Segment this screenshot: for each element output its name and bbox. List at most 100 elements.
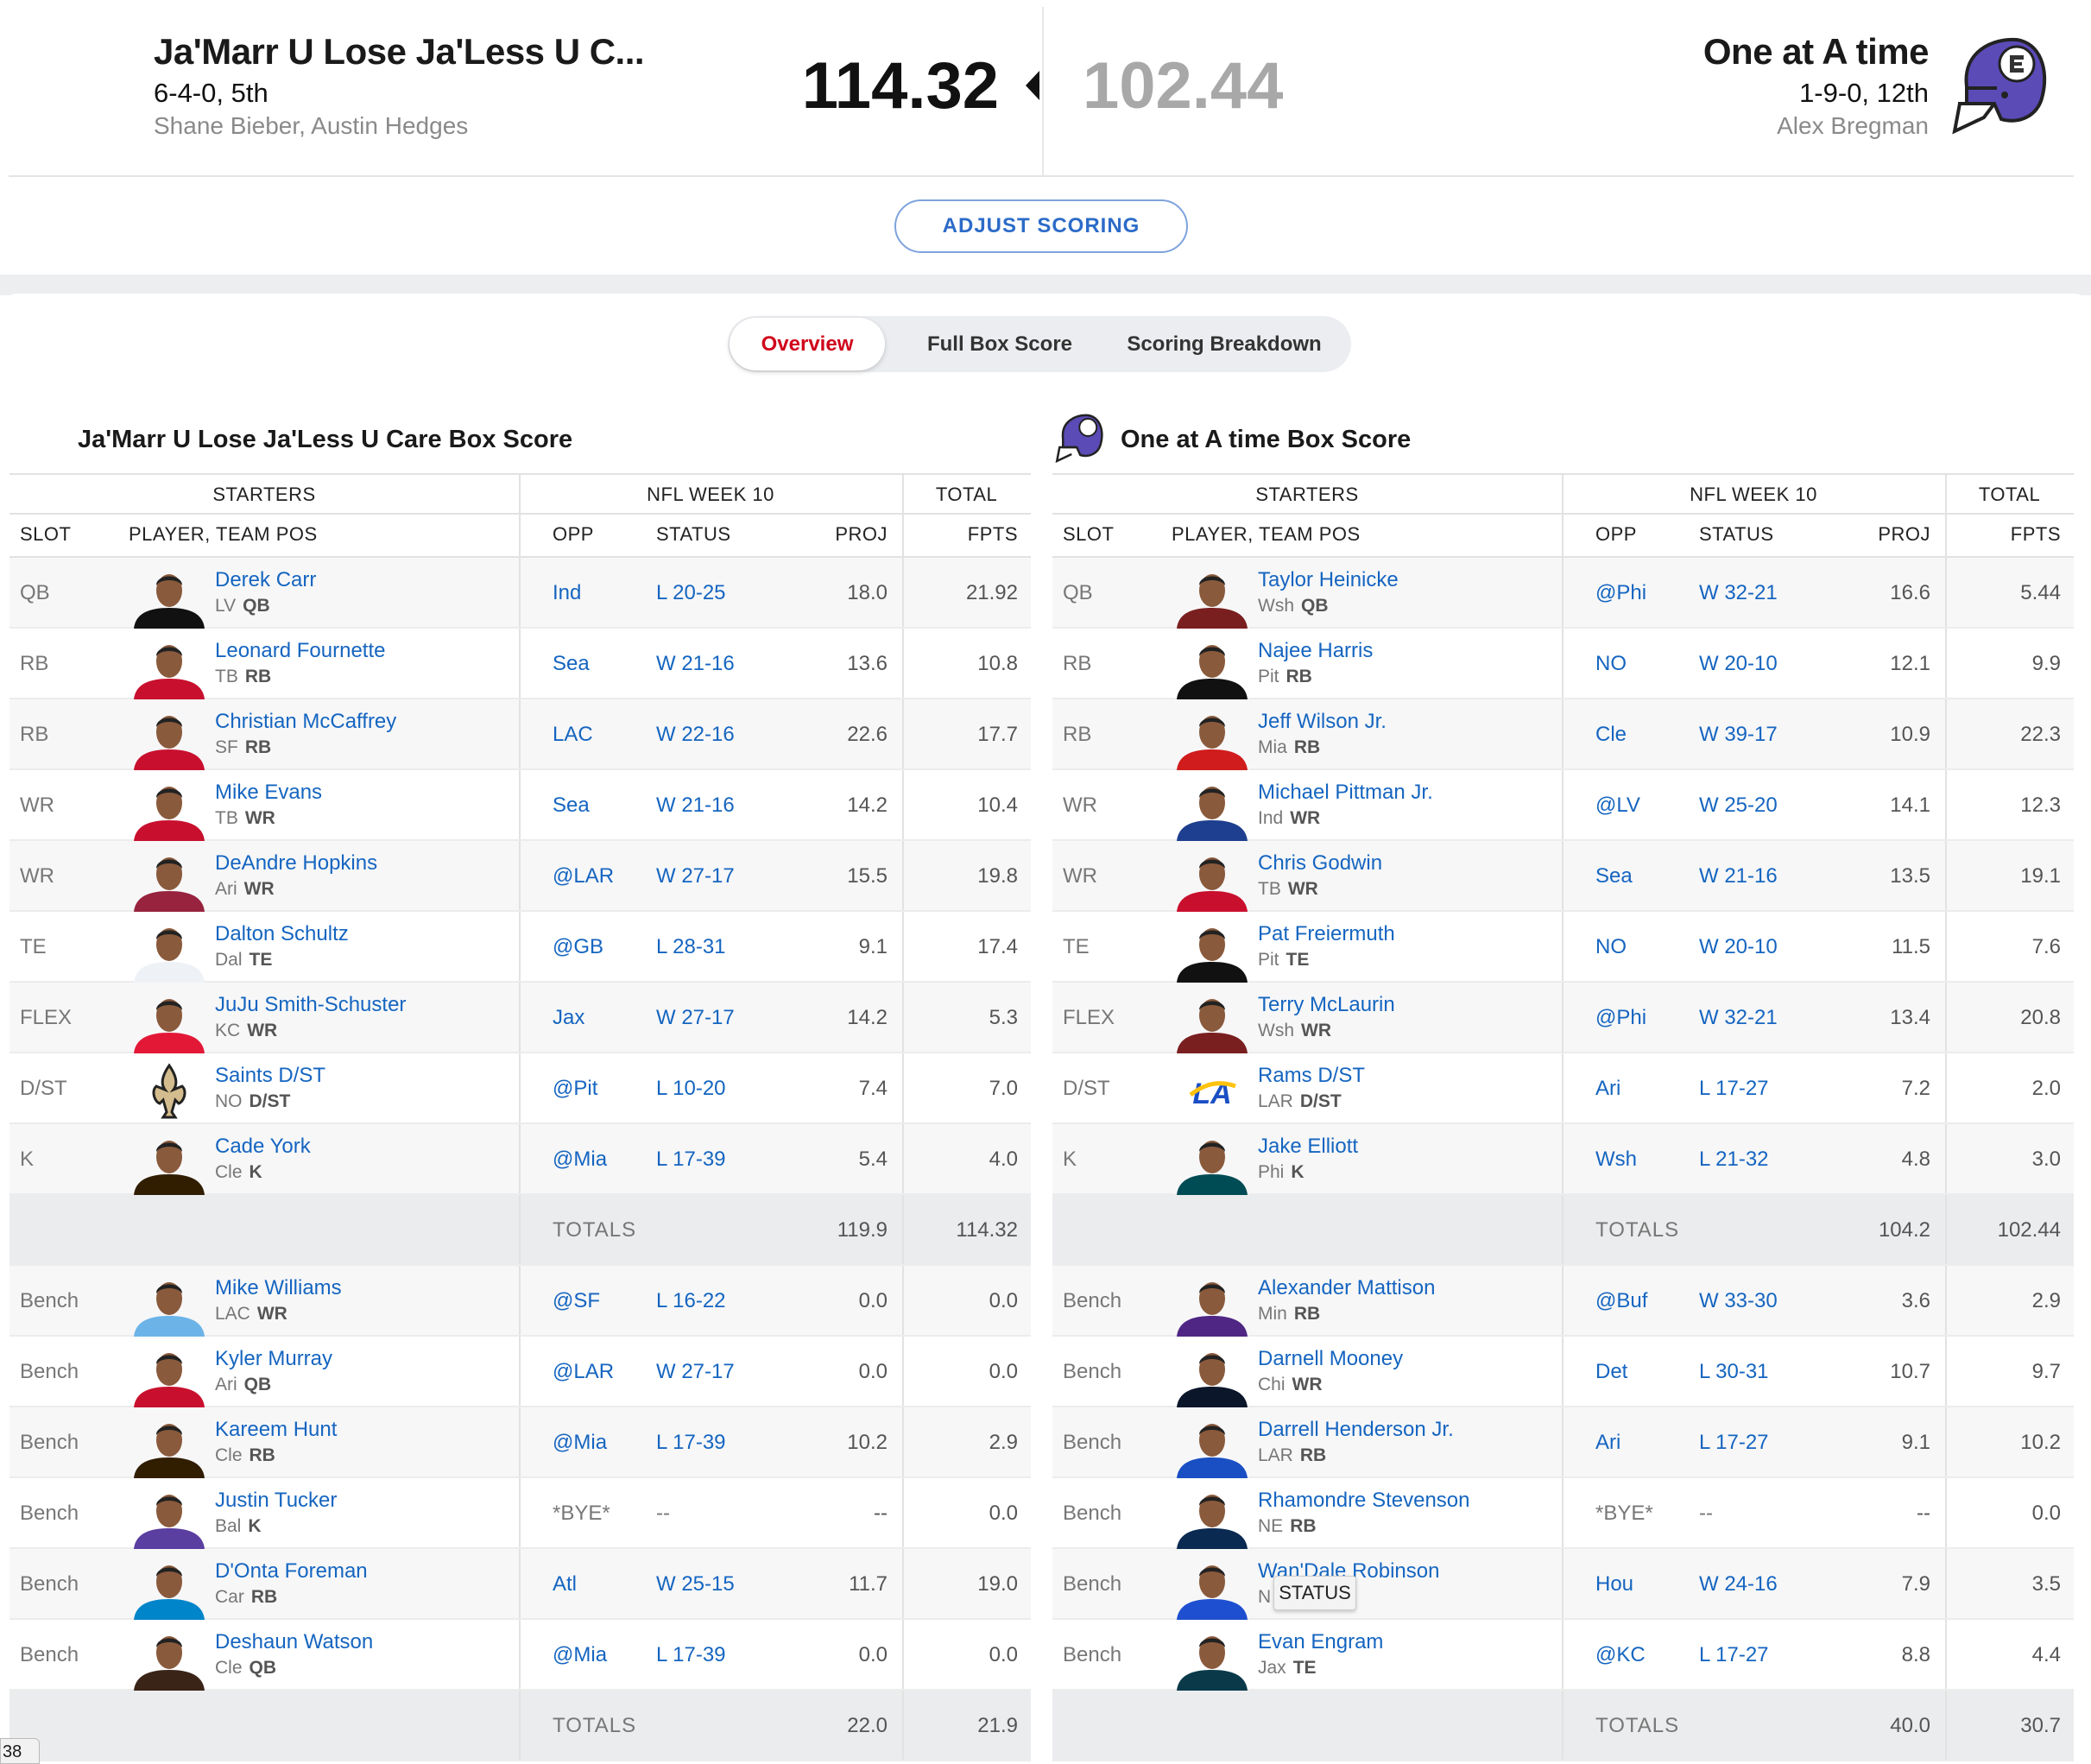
away-team-name[interactable]: One at A time [1702,31,1930,72]
player-name-link[interactable]: Chris Godwin [1258,851,1383,875]
game-status-link[interactable]: L 30-31 [1699,1360,1769,1383]
game-status-link[interactable]: L 16-22 [656,1289,726,1312]
fpts-total: 114.32 [956,1218,1018,1242]
player-name-link[interactable]: Michael Pittman Jr. [1258,781,1433,804]
player-name-link[interactable]: Christian McCaffrey [215,710,397,733]
game-status-link[interactable]: L 28-31 [656,935,726,958]
page-number-tab[interactable]: 38 [0,1738,40,1764]
opponent-link[interactable]: Det [1595,1360,1628,1383]
player-headshot [1173,1556,1251,1620]
player-name-link[interactable]: Evan Engram [1258,1630,1384,1653]
player-name-link[interactable]: Terry McLaurin [1258,993,1395,1016]
opponent-link[interactable]: NO [1595,935,1627,958]
player-name-link[interactable]: DeAndre Hopkins [215,851,378,875]
player-name-link[interactable]: Kareem Hunt [215,1418,338,1441]
game-status-link[interactable]: L 17-39 [656,1431,726,1454]
opponent-link[interactable]: NO [1595,652,1627,675]
game-status-link[interactable]: W 25-20 [1699,793,1778,817]
opponent-link[interactable]: Ind [553,581,582,604]
player-name-link[interactable]: Cade York [215,1135,311,1158]
player-name-link[interactable]: D'Onta Foreman [215,1559,368,1583]
game-status-link[interactable]: W 22-16 [656,723,735,746]
opponent-link[interactable]: @LV [1595,793,1640,817]
game-status-link[interactable]: L 17-27 [1699,1643,1769,1666]
opponent-link[interactable]: Atl [553,1572,578,1596]
game-status-link[interactable]: W 32-21 [1699,1006,1778,1029]
game-status-link[interactable]: L 17-39 [656,1148,726,1171]
player-name-link[interactable]: Rhamondre Stevenson [1258,1489,1470,1512]
player-name-link[interactable]: Darnell Mooney [1258,1347,1404,1370]
player-name-link[interactable]: Mike Williams [215,1276,342,1299]
column-divider [1562,841,1564,910]
opponent-link[interactable]: @Buf [1595,1289,1648,1312]
opponent-link[interactable]: @Mia [553,1148,608,1171]
opponent-link[interactable]: Hou [1595,1572,1634,1596]
opponent-link[interactable]: Sea [553,652,590,675]
opponent-link[interactable]: @LAR [553,864,615,888]
game-status-link[interactable]: W 21-16 [656,793,735,817]
player-name-link[interactable]: Dalton Schultz [215,922,349,945]
opponent-link[interactable]: Wsh [1595,1148,1637,1171]
opponent-link[interactable]: Cle [1595,723,1627,746]
player-name-link[interactable]: Darrell Henderson Jr. [1258,1418,1454,1441]
game-status-link[interactable]: L 20-25 [656,581,726,604]
player-name-link[interactable]: Derek Carr [215,568,317,591]
opponent-link[interactable]: @Phi [1595,581,1647,604]
game-status-link[interactable]: L 17-27 [1699,1431,1769,1454]
player-team: Wsh [1258,596,1294,616]
player-name-link[interactable]: Saints D/ST [215,1064,326,1087]
opponent-link[interactable]: @GB [553,935,604,958]
player-name-link[interactable]: JuJu Smith-Schuster [215,993,407,1016]
game-status-link[interactable]: W 27-17 [656,1360,735,1383]
team-helmet-icon[interactable] [1949,35,2049,138]
opponent-link[interactable]: LAC [553,723,593,746]
game-status-link[interactable]: W 21-16 [656,652,735,675]
adjust-scoring-button[interactable]: ADJUST SCORING [894,199,1188,253]
game-status-link[interactable]: L 17-27 [1699,1077,1769,1100]
player-name-link[interactable]: Taylor Heinicke [1258,568,1399,591]
game-status-link[interactable]: W 27-17 [656,1006,735,1029]
opponent-link[interactable]: Ari [1595,1077,1621,1100]
opponent-link[interactable]: @KC [1595,1643,1646,1666]
opponent-link[interactable]: Sea [1595,864,1633,888]
game-status-link[interactable]: W 25-15 [656,1572,735,1596]
player-name-link[interactable]: Leonard Fournette [215,639,386,662]
column-divider [902,515,904,556]
game-status-link[interactable]: W 20-10 [1699,652,1778,675]
player-name-link[interactable]: Mike Evans [215,781,323,804]
game-status-link[interactable]: W 27-17 [656,864,735,888]
tab-scoring-breakdown[interactable]: Scoring Breakdown [1127,332,1322,356]
player-name-link[interactable]: Rams D/ST [1258,1064,1366,1087]
game-status-link[interactable]: W 20-10 [1699,935,1778,958]
player-name-link[interactable]: Najee Harris [1258,639,1374,662]
game-status-link[interactable]: W 32-21 [1699,581,1778,604]
opponent-link[interactable]: @LAR [553,1360,615,1383]
game-status-link[interactable]: W 33-30 [1699,1289,1778,1312]
game-status-link[interactable]: L 17-39 [656,1643,726,1666]
opponent-link[interactable]: @SF [553,1289,601,1312]
player-name-link[interactable]: Deshaun Watson [215,1630,374,1653]
player-name-link[interactable]: Kyler Murray [215,1347,333,1370]
player-name-link[interactable]: Justin Tucker [215,1489,338,1512]
column-divider [1562,770,1564,839]
opponent-link[interactable]: Sea [553,793,590,817]
opp-header: OPP [553,523,594,545]
player-name-link[interactable]: Jeff Wilson Jr. [1258,710,1387,733]
game-status-link[interactable]: W 24-16 [1699,1572,1778,1596]
opponent-link[interactable]: Jax [553,1006,585,1029]
tab-overview[interactable]: Overview [730,318,885,370]
game-status-link[interactable]: W 21-16 [1699,864,1778,888]
player-name-link[interactable]: Pat Freiermuth [1258,922,1395,945]
game-status-link[interactable]: L 21-32 [1699,1148,1769,1171]
game-status-link[interactable]: W 39-17 [1699,723,1778,746]
player-name-link[interactable]: Jake Elliott [1258,1135,1359,1158]
tab-full-box-score[interactable]: Full Box Score [926,332,1073,356]
opponent-link[interactable]: @Mia [553,1643,608,1666]
opponent-link[interactable]: Ari [1595,1431,1621,1454]
opponent-link[interactable]: @Mia [553,1431,608,1454]
player-name-link[interactable]: Alexander Mattison [1258,1276,1436,1299]
game-status-link[interactable]: L 10-20 [656,1077,726,1100]
opponent-link[interactable]: @Phi [1595,1006,1647,1029]
opponent-link[interactable]: @Pit [553,1077,598,1100]
home-team-name[interactable]: Ja'Marr U Lose Ja'Less U C... [154,31,645,72]
